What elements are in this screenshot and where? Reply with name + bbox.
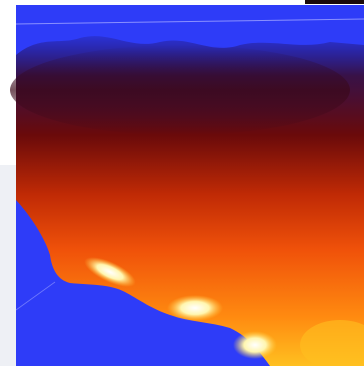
left-panel-lower <box>0 165 16 366</box>
hot-spot <box>167 295 223 321</box>
page <box>0 0 364 366</box>
top-bar <box>305 0 364 4</box>
visualization-screenshot <box>0 0 364 366</box>
hot-spot <box>233 331 277 359</box>
dark-band <box>10 45 350 135</box>
